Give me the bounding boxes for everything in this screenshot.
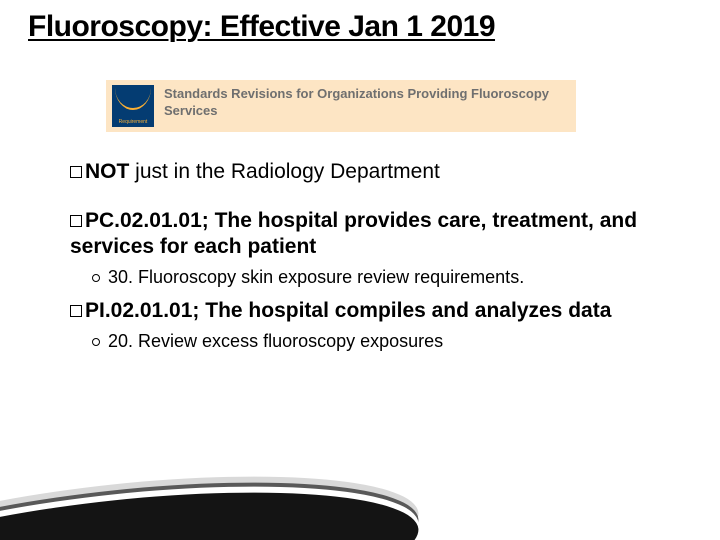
content-body: NOT just in the Radiology Department PC.… <box>70 160 670 362</box>
bullet-1: NOT just in the Radiology Department <box>70 160 670 184</box>
logo-caption: Requirement <box>112 120 154 125</box>
banner-line1: Standards Revisions for Organizations Pr… <box>164 85 549 102</box>
bullet-1-emphasis: NOT <box>85 160 129 183</box>
bullet-2: PC.02.01.01; The hospital provides care,… <box>70 208 670 260</box>
slide-title: Fluoroscopy: Effective Jan 1 2019 <box>28 10 495 44</box>
bullet-3-sub: 20. Review excess fluoroscopy exposures <box>92 330 670 352</box>
slide: Fluoroscopy: Effective Jan 1 2019 Requir… <box>0 0 720 540</box>
joint-commission-banner: Requirement Standards Revisions for Orga… <box>106 80 576 132</box>
bullet-3-sub-text: 20. Review excess fluoroscopy exposures <box>108 331 443 351</box>
joint-commission-logo-icon: Requirement <box>112 85 154 127</box>
square-bullet-icon <box>70 166 82 178</box>
bullet-2-sub-text: 30. Fluoroscopy skin exposure review req… <box>108 267 524 287</box>
banner-line2: Services <box>164 102 549 119</box>
bullet-3-code: PI.02.01.01; <box>85 299 199 322</box>
bullet-2-sub: 30. Fluoroscopy skin exposure review req… <box>92 266 670 288</box>
bullet-3-text: The hospital compiles and analyzes data <box>199 299 611 322</box>
circle-bullet-icon <box>92 274 100 282</box>
circle-bullet-icon <box>92 338 100 346</box>
bullet-3: PI.02.01.01; The hospital compiles and a… <box>70 298 670 324</box>
bullet-2-code: PC.02.01.01; <box>85 209 209 232</box>
bullet-1-text: just in the Radiology Department <box>129 160 440 183</box>
square-bullet-icon <box>70 215 82 227</box>
square-bullet-icon <box>70 305 82 317</box>
banner-text: Standards Revisions for Organizations Pr… <box>164 84 549 119</box>
decorative-swoosh <box>0 460 420 540</box>
